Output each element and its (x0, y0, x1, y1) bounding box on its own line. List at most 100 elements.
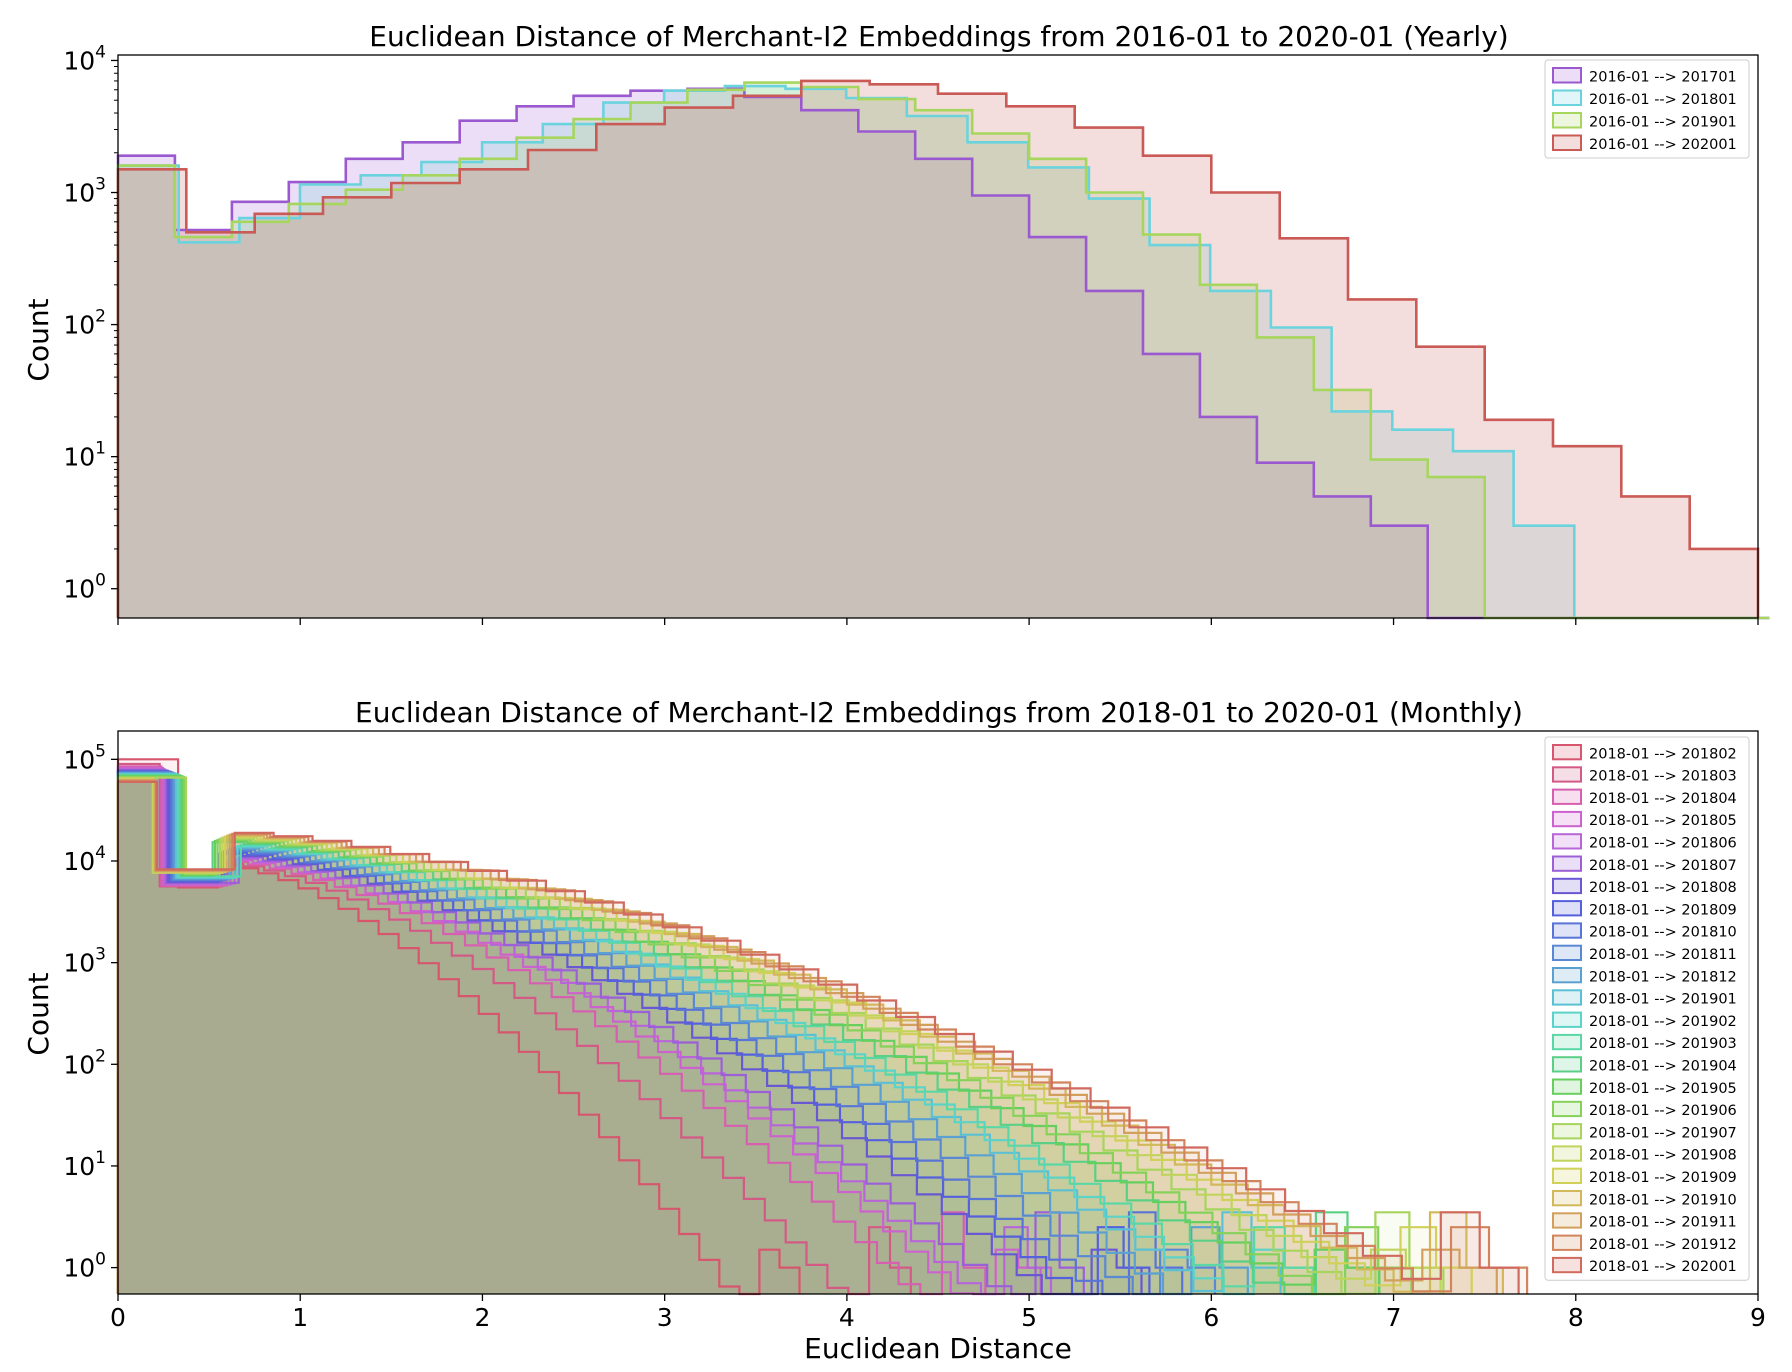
yearly-legend-label: 2016-01 --> 201801 (1589, 92, 1737, 108)
histogram-step-line (116, 770, 1184, 1296)
x-axis-label: Euclidean Distance (804, 1332, 1072, 1365)
histogram-fill (118, 764, 911, 1294)
x-tick-label: 2 (474, 1303, 490, 1332)
histogram-step-line (116, 81, 1770, 620)
monthly-legend-label: 2018-01 --> 201809 (1589, 902, 1737, 918)
yearly-ytick-label: 100 (63, 571, 106, 604)
x-tick-label: 8 (1568, 1303, 1584, 1332)
monthly-legend-swatch (1552, 877, 1582, 895)
yearly-legend-swatch (1552, 134, 1582, 151)
monthly-legend-label: 2018-01 --> 201909 (1589, 1170, 1737, 1186)
monthly-legend-swatch (1552, 1078, 1582, 1095)
monthly-legend-swatch (1552, 1145, 1582, 1162)
monthly-ytick-label: 100 (63, 1250, 106, 1283)
yearly-x-ticks (117, 618, 1759, 625)
monthly-legend-swatch (1552, 744, 1582, 761)
histogram-fill (118, 772, 1183, 1294)
histogram-fill (118, 780, 1497, 1294)
monthly-legend-swatch (1552, 810, 1582, 828)
monthly-legend-swatch (1552, 766, 1582, 783)
monthly-histogram-panel: Euclidean Distance of Merchant-I2 Embedd… (22, 696, 1766, 1365)
monthly-legend-label: 2018-01 --> 201902 (1589, 1014, 1737, 1030)
x-tick-label: 0 (110, 1303, 126, 1332)
monthly-axes-frame (117, 730, 1759, 1295)
x-tick-label: 9 (1750, 1303, 1766, 1332)
x-tick-label: 7 (1386, 1303, 1402, 1332)
monthly-legend-label: 2018-01 --> 202001 (1589, 1259, 1737, 1275)
monthly-legend-label: 2018-01 --> 201804 (1589, 791, 1737, 807)
monthly-ytick-label: 103 (63, 945, 106, 978)
monthly-legend-label: 2018-01 --> 201901 (1589, 992, 1737, 1008)
monthly-legend-label: 2018-01 --> 201904 (1589, 1059, 1737, 1075)
histogram-fill (118, 774, 1314, 1294)
monthly-legend-label: 2018-01 --> 201812 (1589, 969, 1737, 985)
yearly-legend-swatch (1552, 89, 1582, 106)
monthly-ytick-label: 102 (63, 1046, 106, 1079)
monthly-legend-label: 2018-01 --> 201810 (1589, 925, 1737, 941)
histogram-fill (118, 770, 1142, 1294)
yearly-ytick-label: 102 (63, 307, 106, 340)
monthly-legend-swatch (1552, 1100, 1582, 1118)
monthly-legend-swatch (1552, 1056, 1582, 1073)
yearly-y-axis-label: Count (22, 298, 55, 381)
monthly-legend-label: 2018-01 --> 201807 (1589, 858, 1737, 874)
histogram-step-line (116, 771, 1217, 1296)
yearly-ytick-label: 103 (63, 175, 106, 208)
histogram-step-line (116, 770, 1151, 1296)
monthly-legend-swatch (1552, 1190, 1582, 1207)
monthly-legend-label: 2018-01 --> 201806 (1589, 836, 1737, 852)
histogram-fill (118, 770, 1084, 1294)
monthly-legend-label: 2018-01 --> 201905 (1589, 1081, 1737, 1097)
monthly-legend-swatch (1552, 1212, 1582, 1229)
monthly-legend-label: 2018-01 --> 201908 (1589, 1148, 1737, 1164)
monthly-legend-swatch (1552, 1123, 1582, 1140)
monthly-legend-swatch (1552, 967, 1582, 984)
yearly-plot-area (116, 79, 1770, 620)
yearly-legend-swatch (1552, 112, 1582, 129)
histogram-step-line (116, 79, 1760, 618)
monthly-legend-label: 2018-01 --> 201906 (1589, 1103, 1737, 1119)
monthly-legend-label: 2018-01 --> 201911 (1589, 1215, 1737, 1231)
yearly-legend-swatch (1552, 67, 1582, 84)
histogram-fill (118, 777, 1412, 1294)
x-tick-label: 1 (292, 1303, 308, 1332)
monthly-legend-label: 2018-01 --> 201811 (1589, 947, 1737, 963)
x-tick-label: 3 (657, 1303, 673, 1332)
yearly-legend: 2016-01 --> 201701 2016-01 --> 201801 2016… (1544, 59, 1750, 159)
monthly-legend-swatch (1552, 1033, 1582, 1051)
histogram-step-line (116, 758, 801, 1296)
monthly-legend-label: 2018-01 --> 201805 (1589, 813, 1737, 829)
monthly-y-axis-label: Count (22, 972, 55, 1055)
x-tick-label: 6 (1203, 1303, 1219, 1332)
monthly-legend: 2018-01 --> 201802 2018-01 --> 201803 2018… (1544, 736, 1750, 1281)
yearly-axes-frame (117, 54, 1759, 619)
monthly-legend-label: 2018-01 --> 201802 (1589, 746, 1737, 762)
x-tick-label: 5 (1021, 1303, 1037, 1332)
x-tick-label: 4 (839, 1303, 855, 1332)
histogram-step-line (116, 767, 1042, 1296)
histogram-step-line (116, 780, 1520, 1294)
yearly-histogram-panel: Euclidean Distance of Merchant-I2 Embedd… (22, 20, 1770, 625)
monthly-ytick-label: 104 (63, 843, 106, 876)
histogram-fill (118, 82, 1770, 619)
yearly-ytick-label: 101 (63, 439, 106, 472)
histogram-fill (118, 775, 1316, 1294)
histogram-step-line (116, 769, 1085, 1296)
monthly-y-ticks: 100 101 102 103 104 105 (63, 741, 118, 1283)
monthly-plot-area (116, 758, 1529, 1296)
monthly-legend-swatch (1552, 788, 1582, 805)
monthly-legend-swatch (1552, 989, 1582, 1006)
yearly-chart-title: Euclidean Distance of Merchant-I2 Embedd… (369, 20, 1508, 53)
monthly-legend-label: 2018-01 --> 201912 (1589, 1237, 1737, 1253)
yearly-legend-label: 2016-01 --> 201701 (1589, 70, 1737, 86)
monthly-legend-swatch (1552, 1256, 1582, 1274)
histogram-fill (118, 773, 1281, 1294)
monthly-chart-title: Euclidean Distance of Merchant-I2 Embedd… (355, 696, 1523, 729)
histogram-step-line (116, 87, 1770, 620)
yearly-legend-box (1544, 59, 1750, 159)
histogram-step-line (116, 765, 987, 1296)
monthly-legend-label: 2018-01 --> 201803 (1589, 769, 1737, 785)
histogram-fill (118, 86, 1757, 619)
monthly-legend-swatch (1552, 1011, 1582, 1028)
